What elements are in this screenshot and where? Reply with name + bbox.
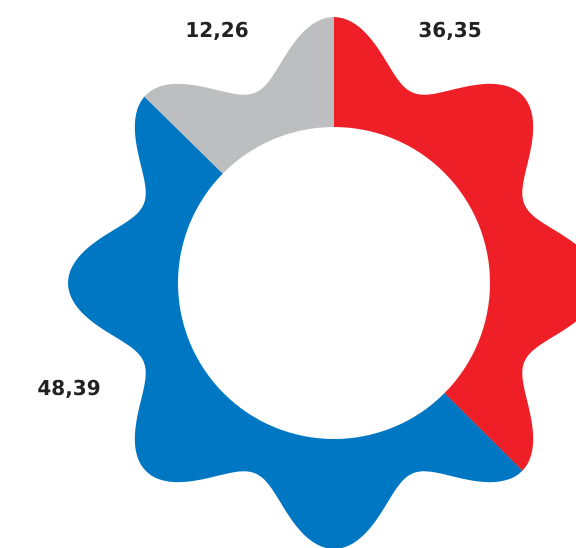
slice-label-2: 48,39	[37, 376, 100, 400]
slice-1	[334, 17, 576, 471]
slice-3	[144, 17, 334, 283]
slice-label-1: 36,35	[418, 18, 481, 42]
slice-label-3: 12,26	[185, 18, 248, 42]
slice-2	[68, 96, 523, 548]
